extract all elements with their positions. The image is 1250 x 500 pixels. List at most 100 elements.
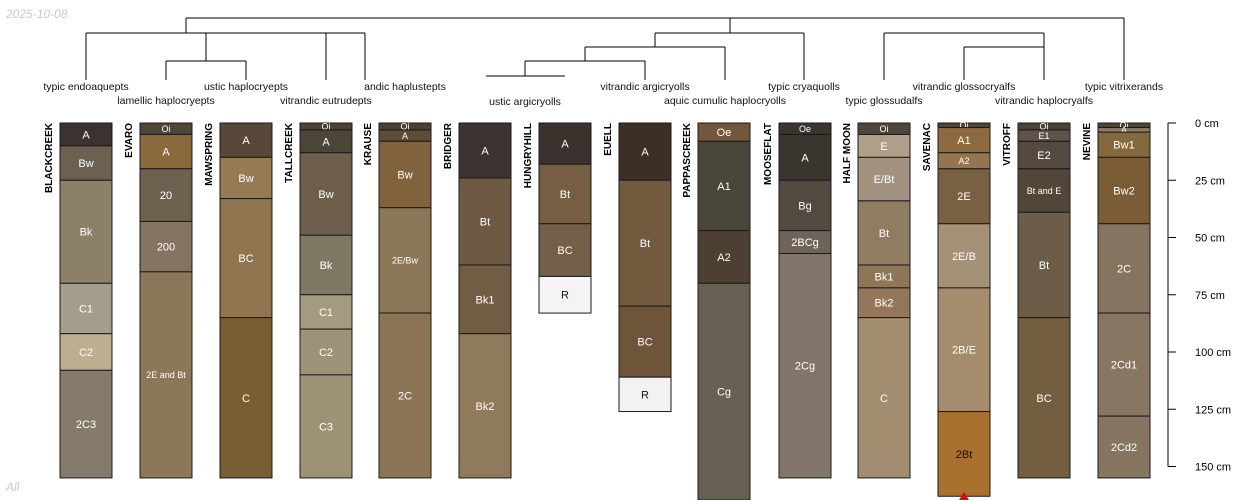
horizon-nevine-3: [1097, 156, 1151, 225]
horizon-blackcreek-5-label: 2C3: [76, 419, 96, 431]
horizon-savenac-4-label: 2E/B: [952, 251, 976, 263]
horizon-nevine-6-label: 2Cd2: [1111, 442, 1137, 454]
horizon-blackcreek-3: [59, 282, 113, 335]
horizon-hungryhill-0: [538, 122, 592, 165]
horizon-mooseflat-0-label: Oe: [799, 124, 811, 134]
horizon-blackcreek-3-label: C1: [79, 303, 93, 315]
horizon-tallcreek-6: [299, 374, 353, 479]
taxon-label-ustic-haplocryepts: ustic haplocryepts: [204, 81, 288, 93]
horizon-mawspring-1-label: Bw: [238, 173, 253, 185]
horizon-pappascreek-2: [697, 230, 751, 284]
horizon-pappascreek-0-label: Oe: [717, 127, 732, 139]
profile-name-euell: EUELL: [603, 123, 614, 156]
horizon-savenac-3: [937, 168, 991, 225]
horizon-euell-1-label: Bt: [640, 238, 650, 250]
horizon-blackcreek-4-label: C2: [79, 347, 93, 359]
profile-krause: OiA Bw 2E/Bw 2C KRAUSE: [363, 122, 432, 479]
horizon-tallcreek-4: [299, 294, 353, 330]
depth-tick-label: 125 cm: [1195, 404, 1231, 416]
horizon-tallcreek-4-label: C1: [319, 307, 333, 319]
horizon-euell-0: [618, 122, 672, 181]
horizon-blackcreek-4: [59, 333, 113, 371]
profile-name-vitroff: VITROFF: [1002, 123, 1013, 166]
horizon-pappascreek-1: [697, 140, 751, 232]
horizon-evaro-1-label: A: [162, 147, 170, 159]
horizon-half-moon-6-label: C: [880, 393, 888, 405]
profile-nevine: OiA Bw1 Bw2 2C 2Cd1 2Cd2 NEVINE: [1082, 121, 1151, 479]
horizon-vitroff-2-label: E2: [1037, 150, 1050, 162]
horizon-vitroff-3: [1017, 168, 1071, 213]
horizon-vitroff-4: [1017, 211, 1071, 319]
profile-name-mawspring: MAWSPRING: [204, 123, 215, 186]
profile-savenac: Oi A1 A2 2E 2E/B 2B/E 2Bt SAVENAC: [922, 121, 991, 500]
horizon-krause-3: [378, 207, 432, 314]
horizon-mawspring-0-label: A: [242, 135, 250, 147]
horizon-mawspring-2-label: BC: [238, 253, 253, 265]
horizon-krause-4: [378, 312, 432, 479]
truncation-marker: [959, 492, 969, 500]
horizon-vitroff-0-label: Oi: [1040, 122, 1049, 132]
horizon-evaro-3-label: 200: [157, 242, 175, 254]
profile-name-nevine: NEVINE: [1082, 123, 1093, 161]
horizon-nevine-4-label: 2C: [1117, 263, 1131, 275]
horizon-tallcreek-1-label: A: [322, 136, 330, 148]
horizon-half-moon-2-label: E/Bt: [874, 174, 895, 186]
horizon-blackcreek-1-label: Bw: [78, 158, 93, 170]
horizon-blackcreek-1: [59, 145, 113, 181]
horizon-nevine-1-label: A: [1121, 125, 1127, 135]
horizon-krause-1-label: A: [402, 131, 408, 141]
profile-evaro: Oi A 20 200 2E and Bt EVARO: [124, 122, 193, 479]
profile-name-evaro: EVARO: [124, 123, 135, 158]
depth-axis: 0 cm 25 cm 50 cm 75 cm 100 cm 125 cm 150 cm: [1167, 118, 1231, 474]
horizon-evaro-0-label: Oi: [162, 124, 171, 134]
horizon-blackcreek-2-label: Bk: [80, 227, 93, 239]
horizon-euell-2-label: BC: [637, 337, 652, 349]
horizon-euell-3: [618, 376, 672, 413]
depth-tick-label: 75 cm: [1195, 290, 1225, 302]
horizon-nevine-5-label: 2Cd1: [1111, 360, 1137, 372]
horizon-hungryhill-1-label: Bt: [560, 189, 570, 201]
profile-name-half-moon: HALF MOON: [842, 123, 853, 184]
profile-tallcreek: Oi A Bw Bk C1 C2 C3 TALLCREEK: [284, 122, 353, 479]
profile-name-tallcreek: TALLCREEK: [284, 122, 295, 183]
depth-tick-label: 100 cm: [1195, 347, 1231, 359]
horizon-hungryhill-3: [538, 275, 592, 314]
profile-mawspring: A Bw BC C MAWSPRING: [204, 122, 273, 479]
horizon-blackcreek-2: [59, 179, 113, 284]
profile-name-bridger: BRIDGER: [443, 122, 454, 169]
horizon-euell-3-label: R: [641, 389, 649, 401]
horizon-tallcreek-5: [299, 328, 353, 376]
horizon-hungryhill-1: [538, 163, 592, 225]
horizon-evaro-3: [139, 220, 193, 273]
horizon-vitroff-5-label: BC: [1036, 393, 1051, 405]
horizon-half-moon-0-label: Oi: [880, 124, 889, 134]
horizon-mooseflat-2-label: Bg: [798, 200, 811, 212]
profile-blackcreek: A Bw Bk C1 C2 2C3 BLACKCREEK: [44, 122, 113, 479]
taxon-label-typic-cryaquolls: typic cryaquolls: [768, 81, 840, 93]
horizon-vitroff-4-label: Bt: [1039, 260, 1049, 272]
horizon-euell-2: [618, 305, 672, 378]
horizon-euell-0-label: A: [641, 147, 649, 159]
horizon-bridger-0-label: A: [481, 145, 489, 157]
horizon-pappascreek-1-label: A1: [717, 181, 730, 193]
horizon-half-moon-3: [857, 200, 911, 266]
horizon-half-moon-1-label: E: [880, 141, 887, 153]
horizon-hungryhill-3-label: R: [561, 290, 569, 302]
horizon-krause-0-label: Oi: [401, 122, 410, 132]
horizon-evaro-2: [139, 168, 193, 222]
horizon-tallcreek-0-label: Oi: [322, 122, 331, 132]
horizon-euell-1: [618, 179, 672, 307]
horizon-mooseflat-4: [778, 253, 832, 479]
horizon-pappascreek-2-label: A2: [717, 252, 730, 264]
horizon-nevine-0-label: Oi: [1120, 121, 1129, 131]
horizon-mawspring-3-label: C: [242, 393, 250, 405]
horizon-savenac-6-label: 2Bt: [956, 449, 973, 461]
horizon-bridger-0: [458, 122, 512, 179]
profile-pappascreek: Oe A1 A2 Cg PAPPASCREEK: [682, 122, 751, 500]
profile-name-krause: KRAUSE: [363, 123, 374, 166]
horizon-blackcreek-0-label: A: [82, 129, 90, 141]
date-stamp: 2025-10-08: [6, 7, 68, 21]
